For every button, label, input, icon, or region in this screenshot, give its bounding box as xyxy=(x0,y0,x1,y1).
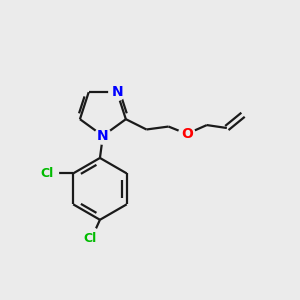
Text: N: N xyxy=(97,129,109,143)
Text: O: O xyxy=(181,127,193,141)
Circle shape xyxy=(178,126,195,142)
Circle shape xyxy=(94,128,111,144)
Text: N: N xyxy=(111,85,123,99)
Circle shape xyxy=(109,84,125,101)
Circle shape xyxy=(78,227,101,250)
Text: Cl: Cl xyxy=(40,167,54,180)
Circle shape xyxy=(36,162,58,184)
Text: Cl: Cl xyxy=(83,232,96,245)
